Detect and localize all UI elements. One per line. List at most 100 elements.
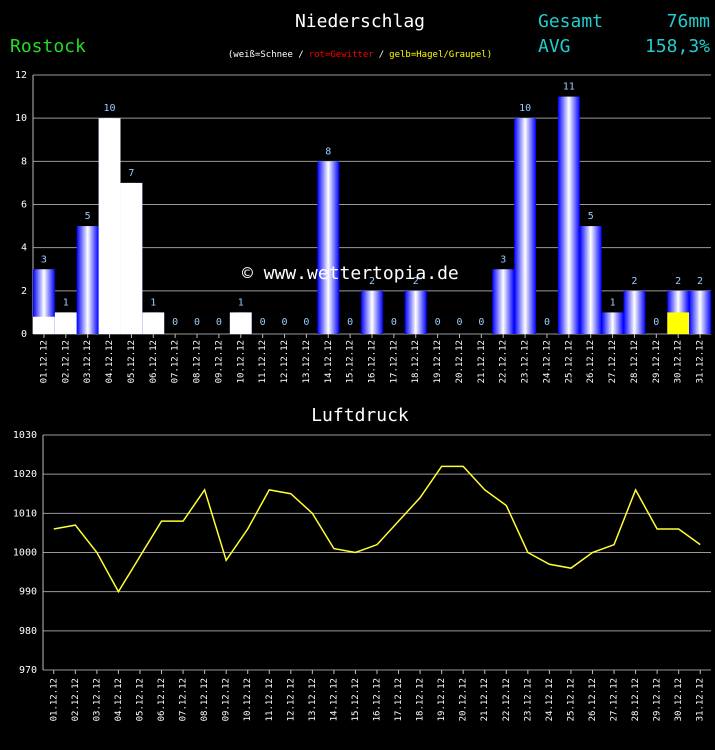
bar: [76, 226, 99, 334]
value-label: 0: [478, 317, 484, 328]
value-label: 1: [150, 297, 156, 308]
x-tick-label: 07.12.12: [179, 678, 189, 721]
x-tick-label: 28.12.12: [630, 340, 640, 383]
chart-title: Luftdruck: [311, 405, 409, 426]
value-label: 0: [260, 317, 266, 328]
value-label: 5: [85, 211, 91, 222]
chart-title: Niederschlag: [295, 11, 425, 32]
x-tick-label: 18.12.12: [416, 678, 426, 721]
value-label: 2: [631, 276, 637, 287]
x-tick-label: 30.12.12: [674, 340, 684, 383]
bar: [623, 290, 646, 334]
y-tick-label: 1020: [13, 469, 37, 480]
value-label: 0: [391, 317, 397, 328]
bar: [492, 269, 515, 334]
legend-note-part: gelb=Hagel/Graupel): [389, 50, 492, 60]
value-label: 11: [563, 82, 575, 93]
value-label: 0: [435, 317, 441, 328]
x-tick-label: 17.12.12: [394, 678, 404, 721]
value-label: 0: [303, 317, 309, 328]
x-tick-label: 21.12.12: [480, 678, 490, 721]
x-tick-label: 25.12.12: [566, 678, 576, 721]
value-label: 7: [128, 168, 134, 179]
bar-segment: [33, 316, 55, 334]
summary-value: 76mm: [667, 11, 710, 32]
value-label: 1: [238, 297, 244, 308]
bar: [361, 290, 383, 334]
x-tick-label: 08.12.12: [200, 678, 210, 721]
bar-segment: [120, 182, 143, 334]
x-tick-label: 20.12.12: [455, 340, 465, 383]
y-tick-label: 8: [21, 156, 27, 167]
x-tick-label: 07.12.12: [171, 340, 181, 383]
y-tick-label: 1030: [13, 430, 37, 441]
x-tick-label: 22.12.12: [499, 340, 509, 383]
value-label: 8: [325, 146, 331, 157]
x-tick-label: 16.12.12: [368, 340, 378, 383]
x-tick-label: 03.12.12: [92, 678, 102, 721]
value-label: 5: [588, 211, 594, 222]
value-label: 1: [610, 297, 616, 308]
x-tick-label: 05.12.12: [135, 678, 145, 721]
station: Rostock: [10, 36, 86, 57]
x-tick-label: 18.12.12: [411, 340, 421, 383]
y-tick-label: 6: [21, 200, 27, 211]
x-tick-label: 27.12.12: [608, 340, 618, 383]
x-tick-label: 13.12.12: [308, 678, 318, 721]
x-tick-label: 22.12.12: [502, 678, 512, 721]
value-label: 0: [194, 317, 200, 328]
bar: [689, 290, 711, 334]
value-label: 0: [544, 317, 550, 328]
x-tick-label: 05.12.12: [127, 340, 137, 383]
x-tick-label: 11.12.12: [265, 678, 275, 721]
value-label: 0: [653, 317, 659, 328]
x-tick-label: 29.12.12: [653, 678, 663, 721]
value-label: 0: [456, 317, 462, 328]
x-tick-label: 09.12.12: [214, 340, 224, 383]
x-tick-label: 04.12.12: [114, 678, 124, 721]
x-tick-label: 13.12.12: [302, 340, 312, 383]
y-tick-label: 1010: [13, 508, 37, 519]
x-tick-label: 31.12.12: [696, 678, 706, 721]
value-label: 0: [347, 317, 353, 328]
x-tick-label: 24.12.12: [542, 340, 552, 383]
summary-label: AVG: [538, 36, 571, 57]
value-label: 3: [500, 254, 506, 265]
x-tick-label: 31.12.12: [696, 340, 706, 383]
y-tick-label: 12: [15, 70, 27, 81]
y-tick-label: 970: [19, 665, 37, 676]
x-tick-label: 03.12.12: [83, 340, 93, 383]
x-tick-label: 23.12.12: [521, 340, 531, 383]
x-tick-label: 15.12.12: [351, 678, 361, 721]
value-label: 2: [369, 276, 375, 287]
x-tick-label: 11.12.12: [258, 340, 268, 383]
x-tick-label: 02.12.12: [71, 678, 81, 721]
value-label: 10: [519, 103, 531, 114]
x-tick-label: 26.12.12: [588, 678, 598, 721]
legend-note-part: rot=Gewitter: [309, 50, 375, 60]
x-tick-label: 10.12.12: [236, 340, 246, 383]
x-tick-label: 28.12.12: [631, 678, 641, 721]
y-tick-label: 1000: [13, 548, 37, 559]
x-tick-label: 09.12.12: [222, 678, 232, 721]
x-tick-label: 19.12.12: [433, 340, 443, 383]
bar: [557, 96, 580, 334]
x-tick-label: 24.12.12: [545, 678, 555, 721]
y-tick-label: 4: [21, 243, 27, 254]
value-label: 0: [216, 317, 222, 328]
x-tick-label: 15.12.12: [346, 340, 356, 383]
y-tick-label: 2: [21, 286, 27, 297]
bar-segment: [54, 312, 77, 334]
legend-note: (weiß=Schnee / rot=Gewitter / gelb=Hagel/Gr…: [228, 50, 492, 60]
x-tick-label: 14.12.12: [324, 340, 334, 383]
y-tick-label: 990: [19, 587, 37, 598]
value-label: 10: [104, 103, 116, 114]
line: [53, 465, 701, 594]
x-tick-label: 20.12.12: [459, 678, 469, 721]
x-tick-label: 19.12.12: [437, 678, 447, 721]
bar: [514, 118, 537, 335]
bar-segment: [142, 312, 165, 334]
y-tick-label: 10: [15, 113, 27, 124]
x-tick-label: 06.12.12: [149, 340, 159, 383]
